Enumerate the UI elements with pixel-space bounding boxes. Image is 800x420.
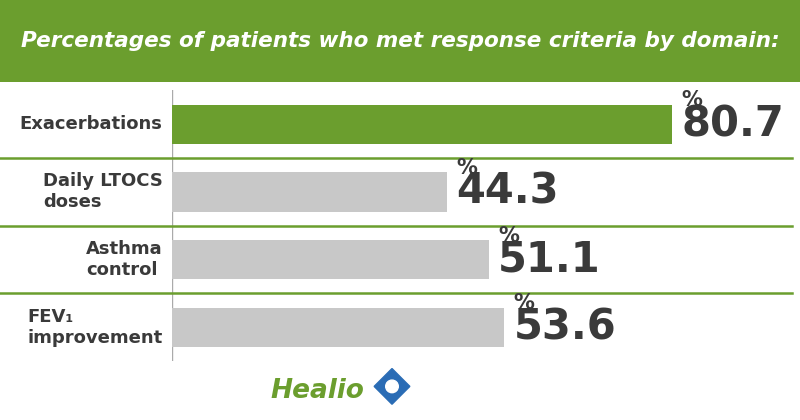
Bar bbox=[172, 172, 446, 212]
Text: %: % bbox=[514, 294, 534, 313]
Text: 51.1: 51.1 bbox=[498, 239, 601, 281]
Text: Percentages of patients who met response criteria by domain:: Percentages of patients who met response… bbox=[21, 31, 779, 51]
Text: %: % bbox=[682, 90, 702, 110]
Bar bbox=[172, 240, 489, 279]
Text: %: % bbox=[456, 158, 477, 178]
Text: FEV₁
improvement: FEV₁ improvement bbox=[27, 308, 162, 347]
Text: 44.3: 44.3 bbox=[456, 171, 558, 213]
Circle shape bbox=[386, 380, 398, 393]
Text: Exacerbations: Exacerbations bbox=[20, 115, 162, 133]
Text: 80.7: 80.7 bbox=[682, 103, 785, 145]
Text: %: % bbox=[498, 226, 519, 246]
Bar bbox=[172, 308, 504, 347]
Text: Asthma
control: Asthma control bbox=[86, 240, 162, 279]
Text: Healio: Healio bbox=[270, 378, 364, 404]
Polygon shape bbox=[374, 369, 410, 404]
Text: Daily LTOCS
doses: Daily LTOCS doses bbox=[43, 173, 162, 211]
Bar bbox=[172, 105, 672, 144]
Text: 53.6: 53.6 bbox=[514, 306, 616, 348]
